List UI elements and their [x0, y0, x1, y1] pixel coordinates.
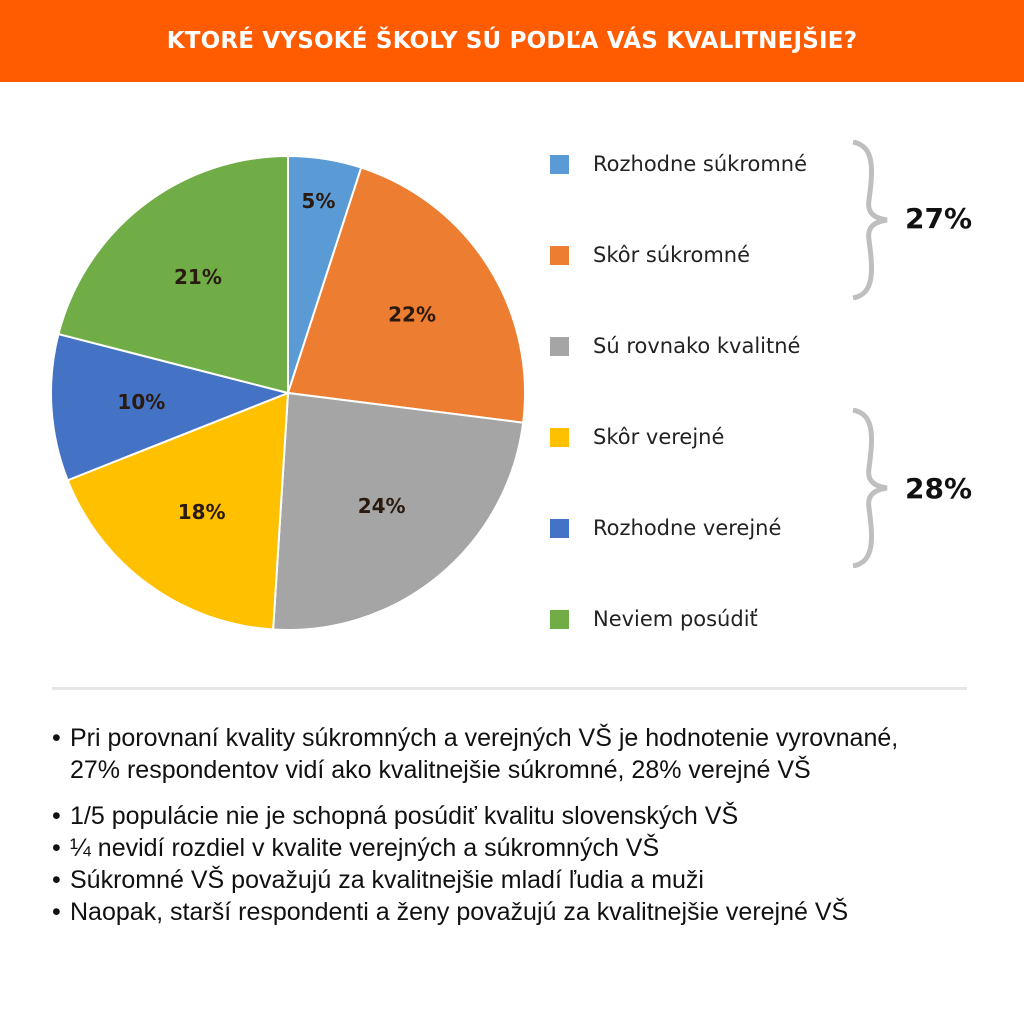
pie-slice — [272, 391, 525, 631]
brace-public — [852, 408, 888, 568]
brace-private — [852, 140, 888, 300]
note-item: • Naopak, starší respondenti a ženy považ… — [52, 896, 1012, 928]
note-text: Pri porovnaní kvality súkromných a verej… — [70, 724, 899, 784]
data-label: 5% — [301, 189, 335, 213]
group-total-public: 28% — [905, 472, 973, 505]
bullet: • — [52, 898, 61, 926]
note-text: Súkromné VŠ považujú za kvalitnejšie mla… — [70, 866, 704, 894]
bullet: • — [52, 834, 61, 862]
note-item: • Súkromné VŠ považujú za kvalitnejšie ml… — [52, 864, 1012, 896]
note-text: 1/5 populácie nie je schopná posúdiť kva… — [70, 802, 739, 830]
note-item: • 1/5 populácie nie je schopná posúdiť kv… — [52, 800, 1012, 832]
note-item: • ¼ nevidí rozdiel v kvalite verejných a … — [52, 832, 1012, 864]
notes-list: • Pri porovnaní kvality súkromných a vere… — [52, 722, 1012, 928]
pie-slice — [50, 332, 292, 482]
note-item: • Pri porovnaní kvality súkromných a vere… — [52, 722, 1012, 786]
legend-item: Skôr verejné — [550, 425, 724, 449]
data-label: 18% — [178, 500, 226, 524]
data-label: 21% — [174, 265, 222, 289]
legend-label: Skôr verejné — [593, 425, 725, 449]
divider — [52, 687, 967, 690]
legend-swatch — [550, 518, 569, 538]
legend-label: Rozhodne verejné — [593, 516, 782, 540]
data-label: 10% — [117, 390, 165, 414]
pie-slice — [286, 166, 526, 424]
legend-swatch — [550, 336, 569, 356]
note-text: ¼ nevidí rozdiel v kvalite verejných a s… — [70, 834, 660, 862]
pie-chart: 5% 22% 24% 18% 10% 21% — [50, 154, 526, 631]
legend-item: Neviem posúdiť — [550, 607, 758, 631]
legend-label: Skôr súkromné — [593, 243, 751, 267]
data-label: 22% — [388, 302, 436, 326]
bullet: • — [52, 802, 61, 830]
legend-item: Rozhodne súkromné — [550, 152, 807, 176]
legend-label: Sú rovnako kvalitné — [593, 334, 801, 358]
legend-label: Neviem posúdiť — [593, 607, 758, 631]
legend-item: Sú rovnako kvalitné — [550, 334, 800, 358]
pie-slice — [57, 154, 289, 395]
bullet: • — [52, 866, 61, 894]
header-bar: KTORÉ VYSOKÉ ŠKOLY SÚ PODĽA VÁS KVALITNE… — [0, 0, 1024, 82]
legend-swatch — [550, 154, 569, 174]
legend-swatch — [550, 245, 569, 265]
legend-swatch — [550, 609, 569, 629]
bullet: • — [52, 724, 61, 752]
legend-label: Rozhodne súkromné — [593, 152, 808, 176]
legend-item: Rozhodne verejné — [550, 516, 781, 540]
group-total-private: 27% — [905, 202, 973, 235]
pie-slice — [66, 391, 290, 631]
chart-title: KTORÉ VYSOKÉ ŠKOLY SÚ PODĽA VÁS KVALITNE… — [166, 28, 858, 54]
legend-swatch — [550, 427, 569, 447]
data-label: 24% — [358, 494, 406, 518]
legend-item: Skôr súkromné — [550, 243, 750, 267]
note-text: Naopak, starší respondenti a ženy považu… — [70, 898, 849, 926]
